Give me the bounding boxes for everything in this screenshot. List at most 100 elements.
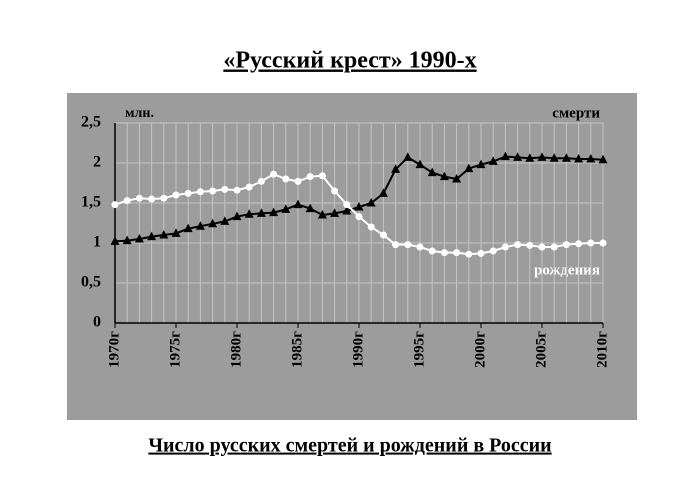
marker — [306, 173, 314, 181]
marker — [537, 152, 547, 161]
marker — [367, 223, 375, 231]
marker — [354, 202, 364, 211]
marker — [245, 183, 253, 191]
marker — [233, 186, 241, 194]
marker — [464, 163, 474, 173]
marker — [221, 185, 229, 193]
marker — [550, 243, 558, 251]
marker — [439, 171, 449, 181]
marker — [427, 167, 437, 177]
marker — [403, 152, 413, 161]
marker — [110, 236, 120, 245]
marker — [586, 154, 596, 163]
marker — [330, 208, 340, 217]
marker — [281, 204, 291, 213]
chart-background — [67, 93, 637, 420]
marker — [343, 201, 351, 209]
marker — [318, 172, 326, 180]
marker — [184, 189, 192, 197]
marker — [513, 152, 523, 161]
marker — [476, 159, 486, 169]
x-tick-label: 1985г — [289, 331, 305, 368]
marker — [244, 209, 254, 218]
marker — [305, 203, 315, 213]
marker — [172, 191, 180, 199]
marker — [575, 240, 583, 248]
marker — [147, 231, 157, 241]
marker — [317, 210, 327, 219]
chart-caption: Число русских смертей и рождений в Росси… — [148, 435, 551, 457]
marker — [562, 241, 570, 249]
x-tick-label: 2000г — [472, 331, 488, 368]
marker — [183, 223, 193, 233]
marker — [342, 206, 352, 215]
marker — [526, 241, 534, 249]
marker — [538, 243, 546, 251]
marker — [525, 153, 535, 162]
y-tick-label: 0,5 — [81, 274, 101, 291]
x-tick-label: 1980г — [228, 331, 244, 368]
marker — [256, 208, 266, 217]
marker — [135, 194, 143, 202]
marker — [366, 198, 376, 207]
x-tick-label: 1975г — [167, 331, 183, 368]
marker — [293, 199, 303, 209]
marker — [123, 197, 131, 205]
marker — [196, 188, 204, 196]
marker — [122, 235, 132, 245]
x-tick-label: 2005г — [533, 331, 549, 368]
series-label: смерти — [552, 105, 600, 121]
marker — [257, 177, 265, 185]
marker — [159, 230, 169, 239]
y-tick-label: 2,5 — [81, 114, 101, 131]
chart-title: «Русский крест» 1990-х — [223, 48, 476, 74]
marker — [392, 241, 400, 249]
marker — [331, 187, 339, 195]
marker — [160, 194, 168, 202]
marker — [574, 154, 584, 163]
y-tick-label: 1 — [93, 234, 101, 251]
marker — [379, 231, 387, 239]
marker — [465, 250, 473, 258]
marker — [134, 234, 144, 243]
marker — [378, 188, 388, 197]
marker — [599, 239, 607, 247]
marker — [587, 239, 595, 247]
x-tick-label: 1995г — [411, 331, 427, 368]
marker — [171, 228, 181, 237]
marker — [209, 187, 217, 195]
marker — [270, 170, 278, 178]
marker — [489, 247, 497, 255]
marker — [428, 247, 436, 255]
marker — [561, 153, 571, 162]
marker — [514, 241, 522, 249]
marker — [477, 249, 485, 257]
y-tick-label: 0 — [93, 314, 101, 331]
marker — [501, 243, 509, 251]
marker — [416, 243, 424, 251]
marker — [208, 218, 218, 228]
marker — [294, 177, 302, 185]
marker — [355, 213, 363, 221]
x-tick-label: 1990г — [350, 331, 366, 368]
y-tick-label: 2 — [93, 154, 101, 171]
y-unit: млн. — [125, 106, 154, 121]
y-tick-label: 1,5 — [81, 194, 101, 211]
marker — [269, 207, 279, 217]
marker — [111, 201, 119, 209]
marker — [500, 151, 510, 161]
marker — [488, 156, 498, 165]
series-label: рождения — [534, 262, 600, 278]
marker — [453, 249, 461, 257]
marker — [220, 216, 230, 225]
marker — [549, 153, 559, 162]
marker — [452, 174, 462, 183]
marker — [148, 195, 156, 203]
marker — [440, 249, 448, 257]
x-tick-label: 1970г — [106, 331, 122, 368]
marker — [415, 159, 425, 169]
marker — [598, 154, 608, 164]
marker — [391, 164, 401, 173]
x-tick-label: 2010г — [594, 331, 610, 368]
